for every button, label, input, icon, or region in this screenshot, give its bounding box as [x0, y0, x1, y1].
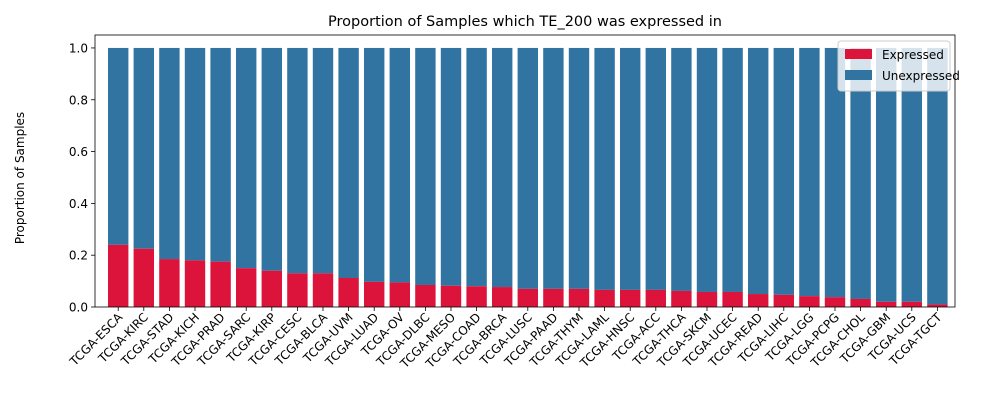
- bar-expressed-tcga-ucec: [722, 291, 743, 307]
- bar-expressed-tcga-lusc: [517, 288, 538, 307]
- bar-expressed-tcga-stad: [159, 259, 180, 307]
- bar-unexpressed-tcga-tgct: [927, 47, 948, 305]
- bar-unexpressed-tcga-hnsc: [620, 47, 641, 290]
- bar-expressed-tcga-coad: [466, 286, 487, 307]
- bar-unexpressed-tcga-ucec: [722, 47, 743, 292]
- bar-unexpressed-tcga-ov: [389, 47, 410, 283]
- legend-swatch-unexpressed: [845, 70, 872, 80]
- bar-expressed-tcga-uvm: [338, 277, 359, 307]
- bar-expressed-tcga-kirp: [261, 270, 282, 307]
- bar-expressed-tcga-skcm: [696, 291, 718, 307]
- bar-unexpressed-tcga-thca: [671, 47, 692, 291]
- bar-unexpressed-tcga-lihc: [773, 47, 794, 295]
- bar-expressed-tcga-kich: [184, 260, 206, 307]
- bar-expressed-tcga-chol: [850, 298, 871, 307]
- legend-label-expressed: Expressed: [882, 48, 944, 62]
- bar-unexpressed-tcga-thym: [568, 47, 590, 289]
- bar-unexpressed-tcga-luad: [364, 47, 385, 282]
- bar-unexpressed-tcga-kirc: [133, 47, 154, 249]
- legend-label-unexpressed: Unexpressed: [882, 69, 960, 83]
- bar-expressed-tcga-thca: [671, 290, 692, 307]
- bar-expressed-tcga-kirc: [133, 248, 154, 307]
- bar-unexpressed-tcga-skcm: [696, 47, 718, 292]
- bar-unexpressed-tcga-paad: [543, 47, 564, 289]
- bar-expressed-tcga-tgct: [927, 304, 948, 307]
- bar-unexpressed-tcga-cesc: [287, 47, 308, 274]
- chart-title: Proportion of Samples which TE_200 was e…: [328, 14, 722, 30]
- plot-frame: [94, 34, 956, 308]
- bar-expressed-tcga-read: [748, 294, 769, 307]
- bar-expressed-tcga-gbm: [876, 301, 897, 307]
- legend: Expressed Unexpressed: [837, 40, 960, 92]
- bar-expressed-tcga-cesc: [287, 273, 308, 307]
- bar-unexpressed-tcga-gbm: [876, 47, 897, 302]
- bar-expressed-tcga-meso: [440, 285, 462, 307]
- bar-unexpressed-tcga-read: [748, 47, 769, 295]
- bar-unexpressed-tcga-laml: [594, 47, 615, 290]
- bar-unexpressed-tcga-lusc: [517, 47, 538, 289]
- bar-unexpressed-tcga-blca: [312, 47, 334, 274]
- y-tick-label: 0.6: [69, 145, 88, 159]
- bar-unexpressed-tcga-ucs: [901, 47, 922, 302]
- bar-expressed-tcga-acc: [645, 289, 666, 307]
- bar-unexpressed-tcga-pcpg: [824, 47, 846, 298]
- bar-expressed-tcga-sarc: [236, 268, 257, 307]
- y-tick-label: 0.8: [69, 93, 88, 107]
- legend-swatch-expressed: [845, 49, 872, 59]
- bar-expressed-tcga-dlbc: [415, 284, 436, 307]
- bar-unexpressed-tcga-stad: [159, 47, 180, 260]
- plot-area-border: [94, 34, 956, 308]
- bar-unexpressed-tcga-kich: [184, 47, 206, 261]
- bar-unexpressed-tcga-kirp: [261, 47, 282, 271]
- y-tick-label: 1.0: [69, 41, 88, 55]
- y-axis: 0.0 0.2 0.4 0.6 0.8 1.0: [69, 41, 95, 315]
- bar-unexpressed-tcga-prad: [210, 47, 231, 262]
- bar-expressed-tcga-lihc: [773, 294, 794, 307]
- bar-unexpressed-tcga-acc: [645, 47, 666, 290]
- bar-expressed-tcga-paad: [543, 288, 564, 307]
- bar-unexpressed-tcga-chol: [850, 47, 871, 299]
- bar-unexpressed-tcga-meso: [440, 47, 462, 286]
- bar-unexpressed-tcga-uvm: [338, 47, 359, 278]
- bar-expressed-tcga-ucs: [901, 301, 922, 307]
- y-tick-label: 0.2: [69, 249, 88, 263]
- bar-unexpressed-tcga-sarc: [236, 47, 257, 269]
- y-tick-label: 0.0: [69, 301, 88, 315]
- bar-expressed-tcga-ov: [389, 282, 410, 307]
- bar-expressed-tcga-prad: [210, 261, 231, 307]
- bar-expressed-tcga-laml: [594, 289, 615, 307]
- bar-unexpressed-tcga-esca: [108, 47, 129, 245]
- bar-expressed-tcga-esca: [108, 244, 129, 307]
- bar-expressed-tcga-thym: [568, 288, 590, 307]
- bar-unexpressed-tcga-brca: [492, 47, 513, 288]
- y-tick-label: 0.4: [69, 197, 88, 211]
- bar-expressed-tcga-lgg: [799, 296, 820, 307]
- y-axis-label: Proportion of Samples: [13, 112, 27, 244]
- bar-unexpressed-tcga-coad: [466, 47, 487, 287]
- bar-expressed-tcga-brca: [492, 287, 513, 307]
- bar-expressed-tcga-pcpg: [824, 297, 846, 307]
- bar-unexpressed-tcga-lgg: [799, 47, 820, 297]
- bar-unexpressed-tcga-dlbc: [415, 47, 436, 285]
- bar-expressed-tcga-luad: [364, 281, 385, 307]
- bar-expressed-tcga-hnsc: [620, 289, 641, 307]
- bars-group: [108, 47, 948, 307]
- bar-expressed-tcga-blca: [312, 273, 334, 307]
